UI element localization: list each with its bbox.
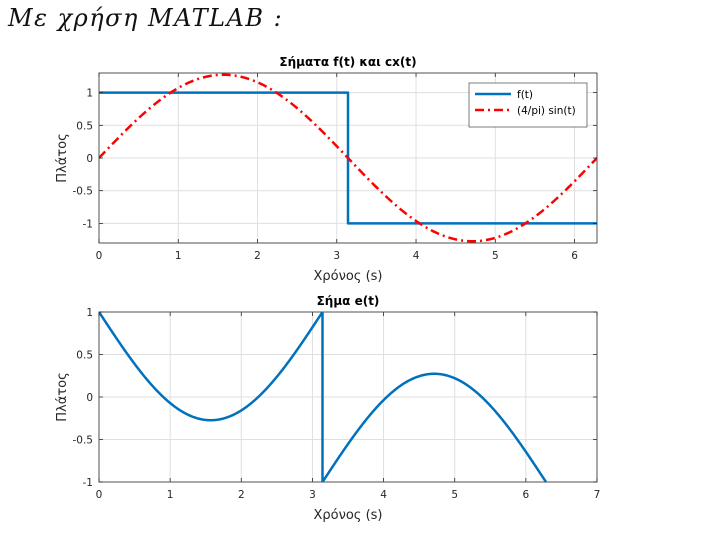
handwritten-note: Με χρήση MATLAB : [8, 4, 284, 32]
x-tick-label: 1 [175, 250, 182, 262]
chart-title: Σήμα e(t) [317, 294, 380, 308]
y-tick-label: 1 [86, 307, 93, 319]
series-line-2 [99, 73, 597, 243]
legend: f(t) (4/pi) sin(t) [468, 82, 588, 128]
x-tick-label: 7 [594, 489, 601, 501]
y-tick-label: 1 [86, 88, 93, 100]
x-tick-label: 0 [96, 250, 103, 262]
x-tick-label: 3 [309, 489, 316, 501]
y-tick-label: -1 [83, 218, 93, 230]
top-subplot: 0 1 2 3 4 5 6 1 0.5 0 -0.5 -1 Σήματα f(t) και cx(t) Χ… [55, 55, 598, 284]
x-tick-label: 6 [571, 250, 578, 262]
x-axis-label: Χρόνος (s) [313, 269, 382, 284]
y-tick-label: 0.5 [76, 350, 93, 362]
x-tick-label: 5 [492, 250, 499, 262]
x-axis-label: Χρόνος (s) [313, 508, 382, 523]
legend-box [468, 82, 588, 128]
x-tick-label: 4 [413, 250, 420, 262]
y-axis-label: Πλάτος [55, 372, 70, 421]
y-tick-label: -0.5 [73, 186, 94, 198]
y-tick-label: -1 [83, 477, 93, 489]
x-tick-label: 4 [380, 489, 387, 501]
x-tick-label: 6 [523, 489, 530, 501]
y-tick-label: 0.5 [76, 120, 93, 132]
y-tick-label: -0.5 [73, 435, 94, 447]
legend-label: (4/pi) sin(t) [517, 105, 576, 117]
x-tick-label: 5 [451, 489, 458, 501]
x-tick-label: 0 [96, 489, 103, 501]
y-tick-label: 0 [86, 392, 93, 404]
x-tick-label: 1 [167, 489, 174, 501]
legend-label: f(t) [517, 89, 533, 101]
x-tick-label: 2 [254, 250, 261, 262]
y-axis-label: Πλάτος [55, 133, 70, 182]
x-tick-label: 3 [333, 250, 340, 262]
bottom-subplot: 0 1 2 3 4 5 6 7 1 0.5 0 -0.5 -1 Σήμα e(t) Χρόνος (s) Πλ… [55, 294, 600, 523]
y-tick-label: 0 [86, 153, 93, 165]
chart-title: Σήματα f(t) και cx(t) [279, 55, 416, 69]
x-tick-label: 2 [238, 489, 245, 501]
series-line-1 [99, 312, 548, 482]
